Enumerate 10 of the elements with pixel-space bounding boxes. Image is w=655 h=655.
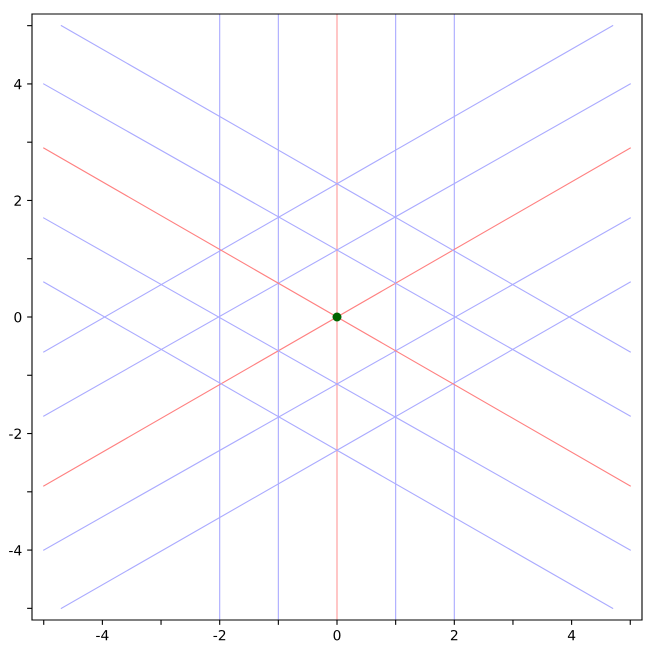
x-tick-label: 0 xyxy=(333,630,340,640)
y-tick-label: -4 xyxy=(9,545,22,556)
y-tick-label: 2 xyxy=(14,195,21,206)
x-tick-label: -4 xyxy=(96,630,109,640)
y-tick-label: 0 xyxy=(14,312,22,322)
y-tick-label: -2 xyxy=(9,428,21,439)
x-tick-label: 2 xyxy=(450,630,458,640)
x-tick-label: -2 xyxy=(213,630,226,640)
y-tick-label: 4 xyxy=(14,79,22,90)
x-tick-label: 4 xyxy=(568,630,576,640)
